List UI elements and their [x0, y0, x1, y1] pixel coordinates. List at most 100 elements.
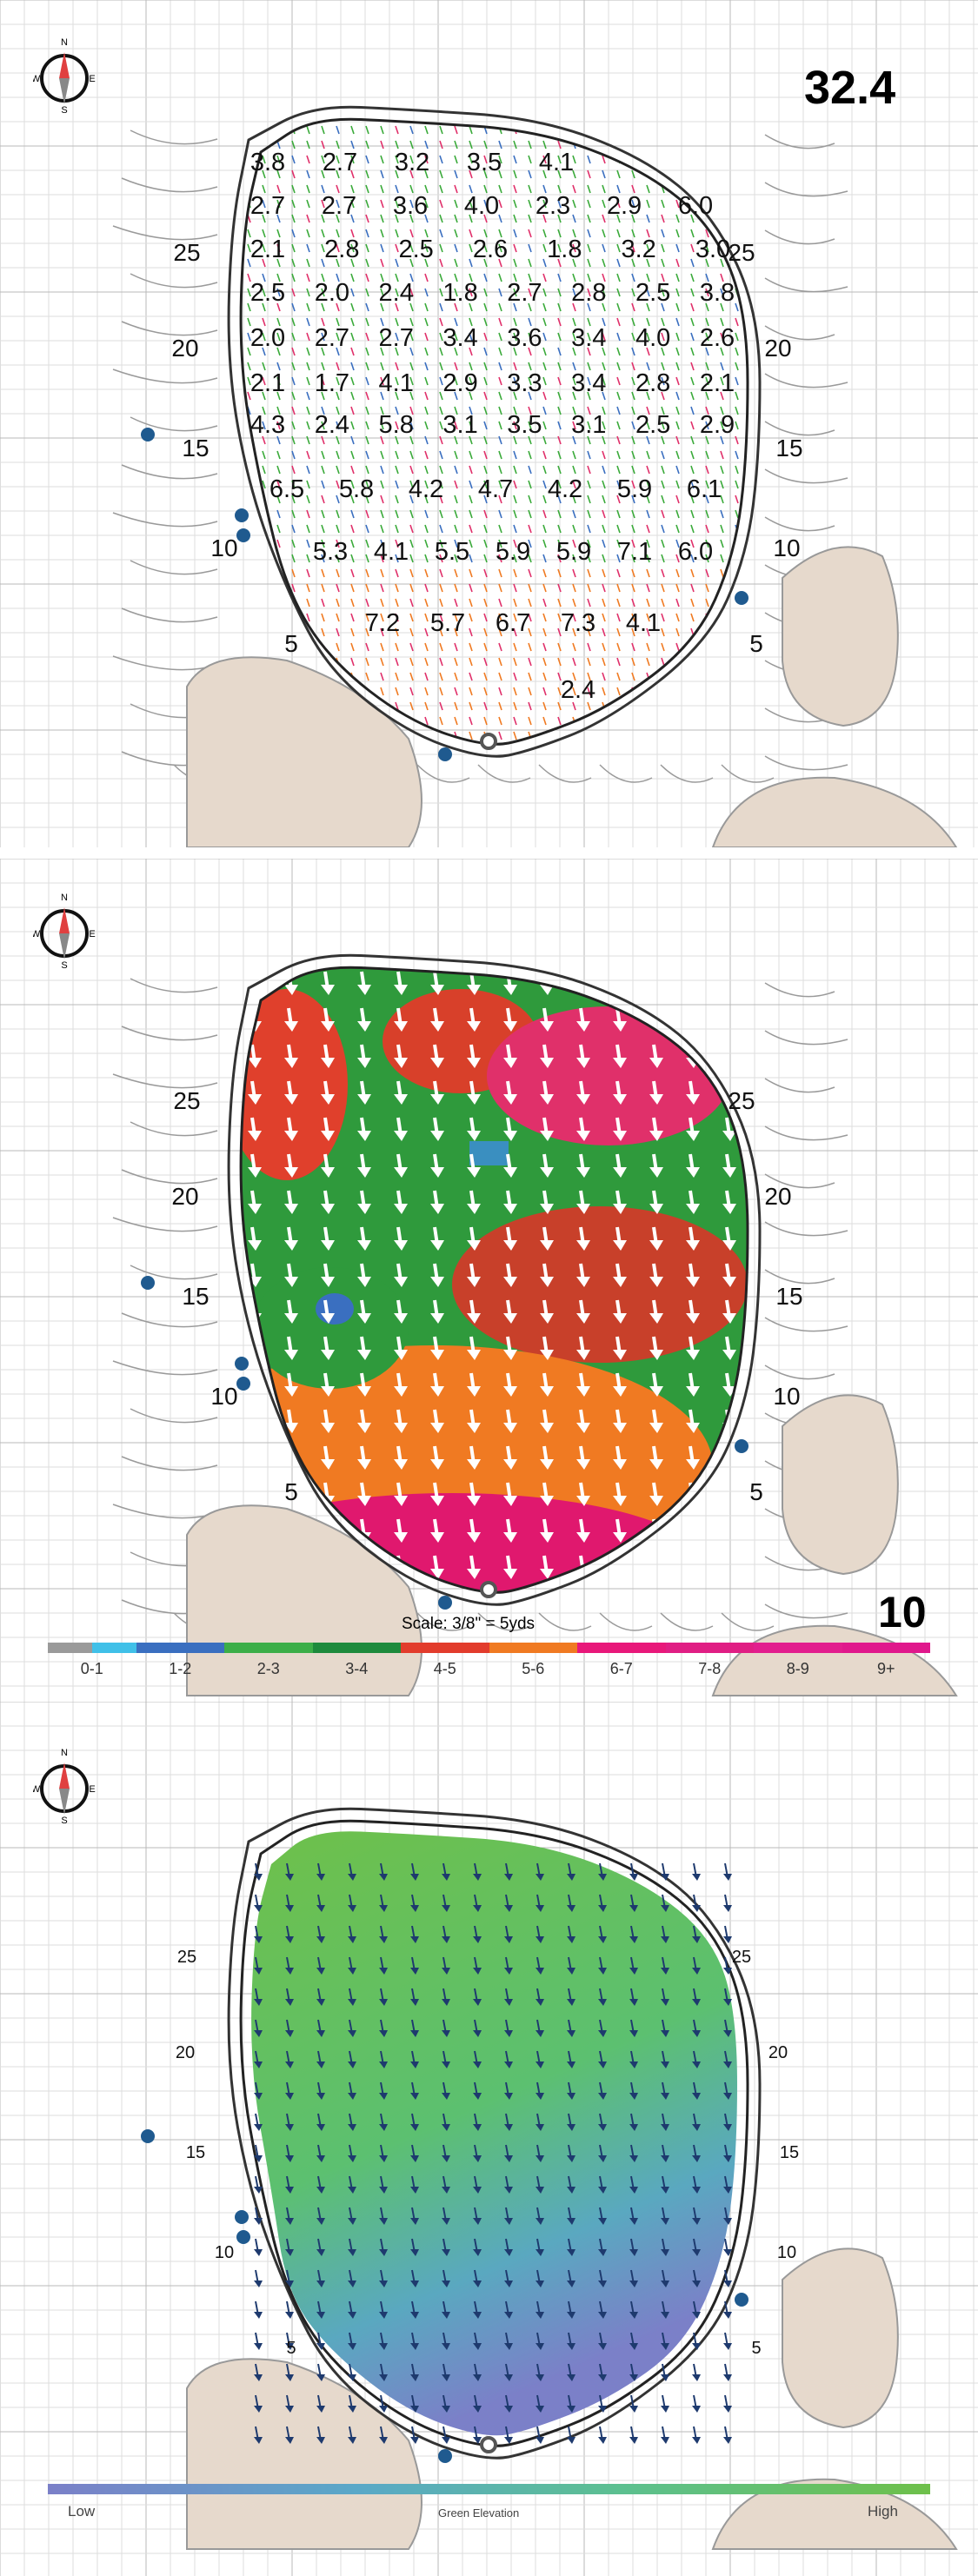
gradient-arrow — [661, 2426, 669, 2444]
gradient-arrow — [567, 2332, 575, 2350]
gradient-arrow — [692, 1988, 701, 2006]
gradient-arrow — [285, 1862, 294, 1881]
slope-arrow — [613, 1007, 627, 1032]
compass-w: W — [33, 1784, 41, 1795]
gradient-arrow — [723, 1988, 732, 2006]
slope-arrow — [321, 1372, 335, 1397]
slope-value: 4.2 — [548, 475, 582, 503]
gradient-arrow — [254, 2394, 263, 2413]
gradient-arrow — [316, 2238, 325, 2256]
slope-arrow — [649, 1190, 663, 1214]
slope-arrow — [503, 1518, 517, 1543]
distance-labels: 25 25 20 20 15 15 10 10 5 5 — [171, 239, 802, 657]
gradient-arrow — [442, 2207, 450, 2225]
gradient-arrow — [692, 2144, 701, 2162]
distance-label-right: 20 — [764, 335, 791, 362]
compass-icon: N S E W — [31, 37, 96, 116]
gradient-arrow — [661, 2238, 669, 2256]
gradient-arrow — [661, 2019, 669, 2037]
slope-arrow — [576, 1372, 590, 1397]
compass-e: E — [89, 1784, 95, 1795]
slope-arrow — [615, 1591, 622, 1593]
legend-swatch — [754, 1643, 842, 1653]
gradient-arrow — [536, 2207, 544, 2225]
slope-arrow — [722, 1336, 736, 1360]
gradient-arrow — [723, 1862, 732, 1881]
compass-s: S — [61, 1816, 67, 1825]
slope-arrow — [467, 1080, 481, 1105]
slope-value: 2.7 — [323, 149, 357, 176]
gradient-arrow — [504, 2300, 513, 2319]
slope-arrow — [321, 1080, 335, 1105]
gradient-arrow — [316, 1956, 325, 1975]
slope-value: 2.6 — [700, 324, 735, 352]
slope-value: 2.3 — [536, 192, 570, 220]
slope-arrow — [649, 1555, 663, 1579]
pin-markers — [141, 428, 748, 761]
elevation-high-label: High — [868, 2503, 898, 2520]
slope-arrow — [686, 1190, 700, 1214]
slope-arrow — [430, 1518, 444, 1543]
slope-arrow — [686, 1409, 700, 1433]
slope-arrow — [649, 1372, 663, 1397]
gradient-arrow — [567, 2019, 575, 2037]
gradient-arrow — [723, 2175, 732, 2194]
gradient-arrow — [567, 2144, 575, 2162]
distance-label-right: 15 — [780, 2143, 799, 2162]
slope-arrow — [613, 1445, 627, 1470]
gradient-arrow — [254, 2300, 263, 2319]
slope-value: 5.8 — [339, 475, 374, 503]
gradient-arrow — [379, 1925, 388, 1943]
slope-arrow — [503, 1153, 517, 1178]
gradient-arrow — [254, 2081, 263, 2100]
slope-arrow — [576, 1153, 590, 1178]
gradient-arrow — [629, 2175, 638, 2194]
slope-arrow — [686, 1372, 700, 1397]
gradient-arrow — [285, 2175, 294, 2194]
gradient-arrow — [723, 2238, 732, 2256]
slope-value: 7.3 — [561, 609, 595, 637]
gradient-arrow — [536, 2238, 544, 2256]
slope-arrow — [540, 1080, 554, 1105]
heat-zone-blue — [316, 1293, 354, 1325]
gradient-arrow — [504, 2019, 513, 2037]
gradient-arrow — [598, 1925, 607, 1943]
slope-value: 2.8 — [635, 369, 670, 397]
gradient-arrow — [567, 2394, 575, 2413]
gradient-arrow — [473, 2363, 482, 2381]
gradient-arrow — [442, 2394, 450, 2413]
slope-arrow — [722, 1518, 736, 1543]
slope-value: 2.9 — [700, 411, 735, 439]
gradient-arrow — [536, 2394, 544, 2413]
distance-label-left: 25 — [173, 1087, 200, 1114]
slope-arrow — [503, 1226, 517, 1251]
elevation-map: 25 25 20 20 15 15 10 10 5 5 — [0, 1702, 978, 2576]
gradient-arrow — [661, 2207, 669, 2225]
legend-swatch — [312, 1643, 401, 1653]
gradient-arrow — [442, 2332, 450, 2350]
gradient-arrow — [692, 2426, 701, 2444]
slope-arrow — [430, 1445, 444, 1470]
slope-legend-labels: 0-1 1-2 2-3 3-4 4-5 5-6 6-7 7-8 8-9 9+ — [48, 1660, 930, 1686]
gradient-arrow — [567, 2363, 575, 2381]
slope-arrow — [430, 1409, 444, 1433]
slope-value: 3.1 — [571, 411, 606, 439]
gradient-arrow — [379, 1894, 388, 1912]
gradient-arrow — [504, 2050, 513, 2068]
slope-arrow — [503, 1007, 517, 1032]
slope-value: 3.4 — [571, 369, 606, 397]
distance-label-left: 5 — [284, 1478, 298, 1505]
slope-arrow — [394, 1007, 408, 1032]
gradient-arrow — [316, 2050, 325, 2068]
bunkers — [186, 546, 958, 847]
compass-w: W — [33, 929, 41, 939]
elevation-legend-bar — [48, 2484, 930, 2494]
slope-arrow — [467, 1482, 481, 1506]
gradient-arrow — [536, 1894, 544, 1912]
pin-dot — [236, 528, 250, 542]
gradient-arrow — [504, 1956, 513, 1975]
slope-arrow — [430, 1263, 444, 1287]
gradient-arrow — [316, 1925, 325, 1943]
slope-arrow — [686, 1336, 700, 1360]
